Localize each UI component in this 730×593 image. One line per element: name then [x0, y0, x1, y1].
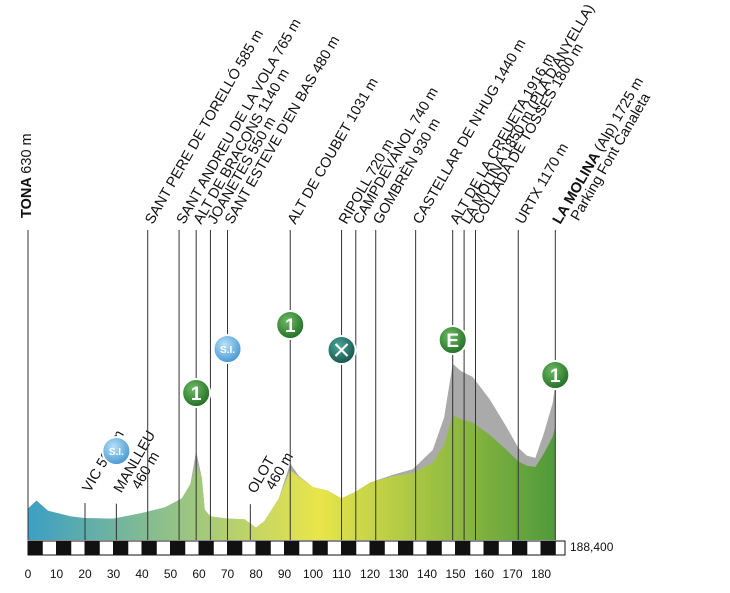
- axis-segment: [512, 540, 528, 556]
- special-badge-label: E: [446, 331, 459, 352]
- sprint-badge: S.I.: [212, 334, 243, 364]
- waypoint-label-subtext: Parking Font Canaleta: [568, 90, 654, 224]
- badge-layer: S.I. 1 S.I. 1 E 1: [101, 310, 571, 466]
- axis-segment: [84, 540, 100, 556]
- axis-segment: [483, 540, 499, 556]
- axis-segment: [127, 540, 143, 556]
- axis-segment: [497, 540, 514, 556]
- x-tick-label: 180: [531, 567, 551, 581]
- sprint-badge-circle: [212, 334, 243, 364]
- axis-segment: [412, 540, 428, 556]
- axis-segment: [56, 540, 72, 556]
- climb-badge-label: 1: [550, 366, 561, 387]
- x-tick-label: 40: [135, 567, 149, 581]
- axis-segment: [113, 540, 129, 556]
- x-tick-label: 80: [249, 567, 263, 581]
- x-tick-label: 110: [332, 567, 351, 581]
- climb-badge: 1: [275, 310, 306, 340]
- x-tick-label: 0: [25, 567, 32, 581]
- axis-segment: [212, 540, 229, 556]
- axis-segment: [184, 540, 200, 556]
- x-tick-label: 160: [474, 567, 494, 581]
- x-tick-label: 70: [221, 567, 235, 581]
- special-badge: E: [437, 325, 468, 355]
- axis-segment: [41, 540, 58, 556]
- climb-badge-circle: [275, 310, 306, 340]
- climb-badge: 1: [540, 360, 571, 390]
- x-tick-label: 50: [164, 567, 178, 581]
- x-tick-label: 20: [78, 567, 92, 581]
- sprint-badge-label: S.I.: [220, 345, 235, 356]
- climb-badge-label: 1: [285, 316, 296, 337]
- total-distance-label: 188,400: [570, 540, 614, 554]
- axis-segment: [141, 540, 157, 556]
- axis-segment: [284, 540, 300, 556]
- axis-segment: [198, 540, 214, 556]
- x-tick-label: 140: [417, 567, 437, 581]
- axis-segment: [312, 540, 328, 556]
- climb-badge-circle: [540, 360, 571, 390]
- axis-segment: [426, 540, 442, 556]
- x-tick-label: 150: [446, 567, 466, 581]
- sprint-badge-circle: [101, 436, 132, 466]
- climb-badge: 1: [181, 378, 212, 408]
- axis-segment: [440, 540, 457, 556]
- axis-segment: [341, 540, 357, 556]
- axis-segment: [369, 540, 385, 556]
- axis-segment: [398, 540, 414, 556]
- axis-segment: [70, 540, 86, 556]
- feed-badge: [326, 335, 357, 365]
- axis-segment: [269, 540, 286, 556]
- axis-segment: [540, 540, 556, 556]
- axis-segment: [526, 540, 542, 556]
- axis-segment: [227, 540, 243, 556]
- x-tick-label: 130: [389, 567, 409, 581]
- axis-segment: [298, 540, 314, 556]
- feed-zone-icon: [334, 343, 349, 357]
- axis-segment: [98, 540, 115, 556]
- x-tick-label: 120: [360, 567, 380, 581]
- x-tick-label: 30: [107, 567, 121, 581]
- axis-segment: [554, 540, 566, 556]
- axis-segment: [170, 540, 186, 556]
- axis-segment: [455, 540, 471, 556]
- axis-segment: [241, 540, 257, 556]
- waypoint-label-text: TONA 630 m: [19, 133, 35, 218]
- profile-area: [28, 415, 556, 540]
- x-tick-label: 60: [192, 567, 206, 581]
- axis-segment: [27, 540, 43, 556]
- special-badge-circle: [437, 325, 468, 355]
- distance-axis: 0 10 20 30 40 50 60 70 80 90 100 110 120 130 140 150 160…: [25, 540, 566, 581]
- x-tick-label: 90: [278, 567, 292, 581]
- axis-segment: [383, 540, 400, 556]
- sprint-badge-label: S.I.: [109, 447, 124, 458]
- axis-segment: [155, 540, 172, 556]
- axis-segment: [326, 540, 343, 556]
- profile-area-layer: [28, 363, 556, 540]
- climb-badge-circle: [181, 378, 212, 408]
- climb-badge-label: 1: [191, 384, 202, 405]
- axis-segment: [355, 540, 371, 556]
- sprint-badge: S.I.: [101, 436, 132, 466]
- x-tick-label: 10: [50, 567, 64, 581]
- axis-segment: [469, 540, 485, 556]
- waypoint-label: TONA 630 m: [19, 133, 35, 218]
- axis-segment: [255, 540, 271, 556]
- x-tick-label: 100: [303, 567, 323, 581]
- x-tick-label: 170: [503, 567, 523, 581]
